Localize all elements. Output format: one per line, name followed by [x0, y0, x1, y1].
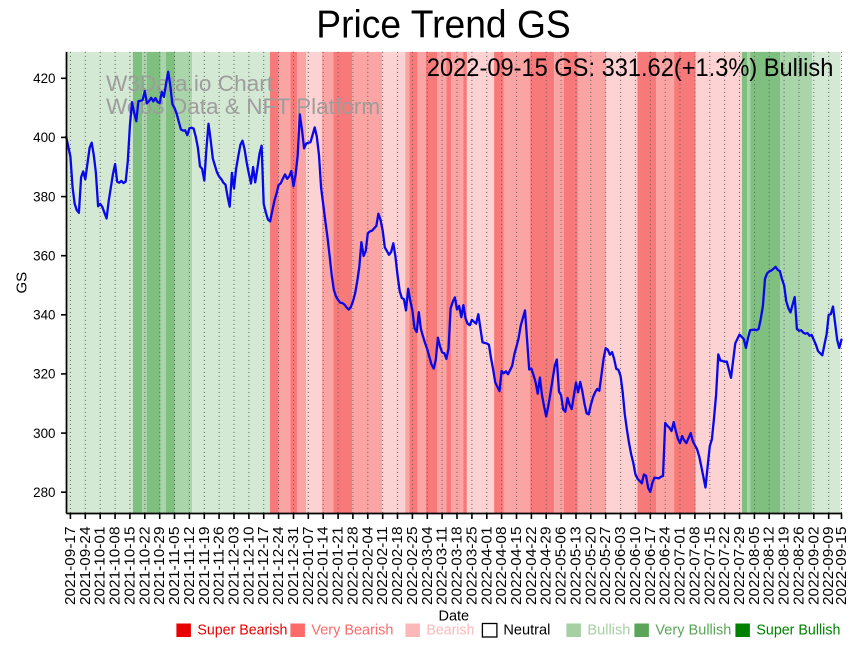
svg-text:2022-04-29: 2022-04-29 [539, 527, 555, 606]
svg-text:2021-11-05: 2021-11-05 [167, 527, 183, 606]
svg-text:Bearish: Bearish [426, 623, 474, 639]
svg-text:2021-11-26: 2021-11-26 [212, 527, 228, 606]
svg-text:380: 380 [33, 189, 55, 204]
svg-text:2022-03-25: 2022-03-25 [464, 527, 480, 606]
svg-text:2021-12-03: 2021-12-03 [227, 527, 243, 606]
svg-text:2022-04-08: 2022-04-08 [494, 527, 510, 606]
svg-text:2022-03-18: 2022-03-18 [450, 527, 466, 606]
svg-text:Very Bullish: Very Bullish [655, 623, 731, 639]
svg-text:2022-06-10: 2022-06-10 [628, 527, 644, 606]
svg-text:2022-06-17: 2022-06-17 [643, 527, 659, 606]
svg-text:2022-06-03: 2022-06-03 [613, 527, 629, 606]
svg-text:2021-11-19: 2021-11-19 [197, 527, 213, 606]
svg-text:2022-04-01: 2022-04-01 [479, 527, 495, 606]
svg-text:2022-08-12: 2022-08-12 [762, 527, 778, 606]
svg-text:2021-10-15: 2021-10-15 [122, 527, 138, 606]
svg-text:2022-02-18: 2022-02-18 [390, 527, 406, 606]
svg-text:320: 320 [33, 367, 55, 382]
svg-text:2022-02-11: 2022-02-11 [375, 527, 391, 606]
svg-text:2022-01-21: 2022-01-21 [331, 527, 347, 606]
svg-text:2022-08-26: 2022-08-26 [792, 527, 808, 606]
svg-text:2022-07-22: 2022-07-22 [717, 527, 733, 606]
svg-text:2021-12-24: 2021-12-24 [271, 527, 287, 606]
svg-text:2022-05-27: 2022-05-27 [598, 527, 614, 606]
svg-text:2022-09-02: 2022-09-02 [806, 527, 822, 606]
svg-text:2022-01-28: 2022-01-28 [345, 527, 361, 606]
svg-text:2022-05-20: 2022-05-20 [583, 527, 599, 606]
svg-text:340: 340 [33, 308, 55, 323]
svg-text:2021-12-10: 2021-12-10 [241, 527, 257, 606]
svg-text:280: 280 [33, 485, 55, 500]
svg-text:2022-04-15: 2022-04-15 [509, 527, 525, 606]
svg-text:400: 400 [33, 130, 55, 145]
svg-text:2022-08-19: 2022-08-19 [777, 527, 793, 606]
svg-text:Bullish: Bullish [587, 623, 630, 639]
svg-text:Price Trend GS: Price Trend GS [316, 4, 571, 47]
svg-text:2022-07-08: 2022-07-08 [687, 527, 703, 606]
svg-text:2022-09-09: 2022-09-09 [821, 527, 837, 606]
svg-text:2022-09-15 GS: 331.62(+1.3%) B: 2022-09-15 GS: 331.62(+1.3%) Bullish [427, 55, 834, 82]
svg-text:2021-10-08: 2021-10-08 [108, 527, 124, 606]
svg-text:2022-05-06: 2022-05-06 [554, 527, 570, 606]
svg-text:2022-06-24: 2022-06-24 [658, 527, 674, 606]
svg-text:2022-09-15: 2022-09-15 [834, 527, 850, 606]
svg-text:2021-11-12: 2021-11-12 [182, 527, 198, 606]
svg-text:W3Data.io Chart: W3Data.io Chart [106, 71, 274, 96]
svg-text:2022-07-15: 2022-07-15 [702, 527, 718, 606]
svg-text:2022-08-05: 2022-08-05 [747, 527, 763, 606]
svg-text:2022-01-14: 2022-01-14 [316, 527, 332, 606]
svg-text:Super Bearish: Super Bearish [197, 623, 287, 639]
svg-text:Web3 Data & NFT Platform: Web3 Data & NFT Platform [106, 94, 380, 119]
svg-text:2022-03-11: 2022-03-11 [435, 527, 451, 606]
svg-text:Super Bullish: Super Bullish [756, 623, 840, 639]
svg-text:2021-10-29: 2021-10-29 [152, 527, 168, 606]
svg-text:2021-10-01: 2021-10-01 [93, 527, 109, 606]
svg-text:Very Bearish: Very Bearish [311, 623, 393, 639]
svg-text:2022-07-01: 2022-07-01 [673, 527, 689, 606]
svg-text:300: 300 [33, 426, 55, 441]
svg-text:Date: Date [438, 609, 469, 625]
svg-text:2022-05-13: 2022-05-13 [569, 527, 585, 606]
svg-text:2021-12-31: 2021-12-31 [286, 527, 302, 606]
svg-text:2021-09-24: 2021-09-24 [78, 527, 94, 606]
svg-text:2022-07-29: 2022-07-29 [732, 527, 748, 606]
svg-text:2022-02-04: 2022-02-04 [360, 527, 376, 606]
svg-text:2021-09-17: 2021-09-17 [63, 527, 79, 606]
svg-text:2021-12-17: 2021-12-17 [256, 527, 272, 606]
svg-text:Neutral: Neutral [503, 623, 550, 639]
svg-text:GS: GS [14, 272, 31, 294]
svg-text:2022-04-22: 2022-04-22 [524, 527, 540, 606]
svg-text:2022-03-04: 2022-03-04 [420, 527, 436, 606]
svg-text:2021-10-22: 2021-10-22 [137, 527, 153, 606]
svg-text:2022-02-25: 2022-02-25 [405, 527, 421, 606]
svg-text:420: 420 [33, 71, 55, 86]
svg-text:360: 360 [33, 248, 55, 263]
svg-text:2022-01-07: 2022-01-07 [301, 527, 317, 606]
